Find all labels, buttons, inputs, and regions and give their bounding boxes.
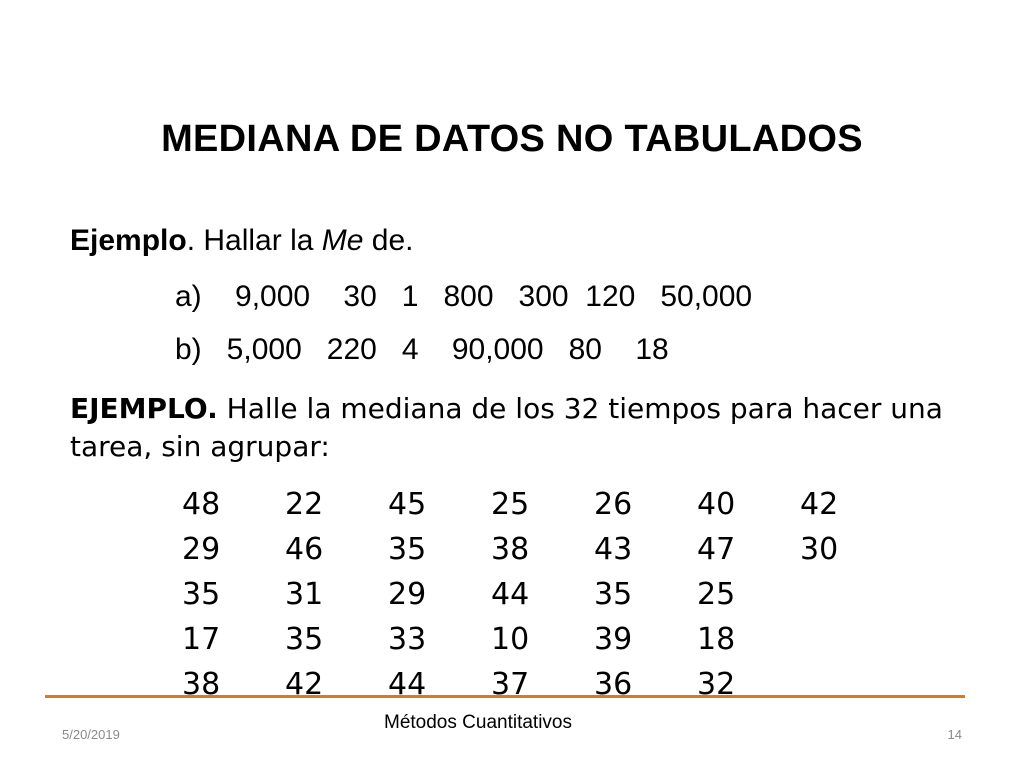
data-cell: 35 [388,532,427,567]
data-cell: 32 [697,667,736,702]
data-cell: 42 [285,667,324,702]
data-cell: 38 [182,667,221,702]
example-1-text-after: de. [363,224,414,257]
data-cell: 47 [697,532,736,567]
data-cell: 22 [285,487,324,522]
example-1-label: Ejemplo [70,224,187,257]
data-row: 17 35 33 10 39 18 [182,617,903,662]
footer-divider [45,695,965,698]
data-row: 38 42 44 37 36 32 [182,662,903,707]
data-cell: 26 [594,487,633,522]
data-cell: 43 [594,532,633,567]
data-cell: 42 [800,487,839,522]
data-row: 29 46 35 38 43 47 30 [182,527,903,572]
data-cell: 48 [182,487,221,522]
example-2-text: Halle la mediana de los 32 tiempos para … [70,392,943,463]
slide-title: MEDIANA DE DATOS NO TABULADOS [161,118,863,160]
example-1-prompt: Ejemplo. Hallar la Me de. [70,224,413,258]
data-cell: 18 [697,622,736,657]
example-1-item-b: b) 5,000 220 4 90,000 80 18 [175,333,669,366]
example-1-item-a: a) 9,000 30 1 800 300 120 50,000 [175,280,753,313]
footer-page-number: 14 [947,727,962,742]
footer-course-title: Métodos Cuantitativos [384,712,572,733]
data-cell: 39 [594,622,633,657]
data-cell: 38 [491,532,530,567]
data-cell: 25 [491,487,530,522]
data-cell: 44 [388,667,427,702]
data-cell: 37 [491,667,530,702]
data-cell: 36 [594,667,633,702]
data-row: 35 31 29 44 35 25 [182,572,903,617]
data-cell: 29 [388,577,427,612]
data-cell: 30 [800,532,839,567]
example-1-median-symbol: Me [321,224,364,257]
example-1-text-before: . Hallar la [186,224,322,257]
data-cell: 25 [697,577,736,612]
data-cell: 35 [182,577,221,612]
example-2-prompt: EJEMPLO. Halle la mediana de los 32 tiem… [70,390,970,466]
data-cell: 44 [491,577,530,612]
data-cell: 10 [491,622,530,657]
data-cell: 31 [285,577,324,612]
data-row: 48 22 45 25 26 40 42 [182,482,903,527]
data-cell: 33 [388,622,427,657]
times-data-grid: 48 22 45 25 26 40 42 29 46 35 38 43 47 30 35 31 29 44 35 25… [182,482,903,707]
data-cell: 35 [594,577,633,612]
data-cell: 45 [388,487,427,522]
data-cell: 46 [285,532,324,567]
data-cell: 35 [285,622,324,657]
footer-date: 5/20/2019 [62,727,120,742]
data-cell: 40 [697,487,736,522]
data-cell: 29 [182,532,221,567]
data-cell: 17 [182,622,221,657]
example-2-label: EJEMPLO. [70,392,218,425]
